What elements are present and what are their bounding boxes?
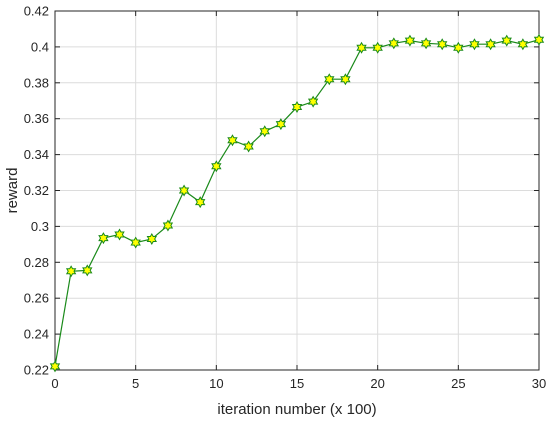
data-point-marker <box>259 125 270 138</box>
series-markers <box>49 33 545 373</box>
x-tick-labels: 0 5 10 15 20 25 30 <box>51 376 546 391</box>
x-tick-label: 15 <box>290 376 304 391</box>
data-point-marker <box>162 219 174 232</box>
x-tick-label: 0 <box>51 376 58 391</box>
data-point-marker <box>178 184 190 197</box>
axis-ticks <box>54 10 540 371</box>
data-point-marker <box>453 41 464 54</box>
y-tick-label: 0.4 <box>31 39 49 54</box>
data-point-marker <box>275 118 287 131</box>
x-axis-title: iteration number (x 100) <box>217 401 376 418</box>
data-point-marker <box>420 37 432 50</box>
data-point-marker <box>340 73 351 86</box>
y-tick-label: 0.24 <box>24 327 49 342</box>
x-tick-label: 25 <box>451 376 465 391</box>
data-point-marker <box>388 37 399 50</box>
data-point-marker <box>65 265 77 278</box>
y-tick-label: 0.22 <box>24 363 49 378</box>
grid-lines <box>55 11 539 370</box>
x-tick-label: 5 <box>132 376 139 391</box>
y-axis-title: reward <box>4 168 21 214</box>
y-tick-label: 0.3 <box>31 219 49 234</box>
x-tick-label: 30 <box>532 376 546 391</box>
y-tick-labels: 0.22 0.24 0.26 0.28 0.3 0.32 0.34 0.36 0.38 0.4 0.… <box>24 4 49 378</box>
data-point-marker <box>307 95 319 108</box>
y-tick-label: 0.38 <box>24 75 49 90</box>
data-point-marker <box>356 41 367 54</box>
data-point-marker <box>243 140 254 153</box>
data-point-marker <box>146 232 157 245</box>
data-point-marker <box>130 236 141 249</box>
data-point-marker <box>485 38 496 51</box>
data-point-marker <box>501 34 512 47</box>
data-point-marker <box>533 33 545 46</box>
data-point-marker <box>324 73 335 86</box>
x-tick-label: 10 <box>209 376 223 391</box>
data-point-marker <box>437 38 448 51</box>
x-tick-label: 20 <box>370 376 384 391</box>
data-point-marker <box>517 38 529 51</box>
data-point-marker <box>227 134 238 147</box>
y-tick-label: 0.28 <box>24 255 49 270</box>
y-tick-label: 0.26 <box>24 291 49 306</box>
data-point-marker <box>98 232 109 245</box>
data-point-marker <box>195 196 206 209</box>
data-point-marker <box>82 264 93 277</box>
data-point-marker <box>114 228 125 241</box>
y-tick-label: 0.42 <box>24 4 49 19</box>
data-point-marker <box>291 101 303 114</box>
y-tick-label: 0.34 <box>24 147 49 162</box>
data-point-marker <box>469 38 480 51</box>
y-tick-label: 0.32 <box>24 183 49 198</box>
data-point-marker <box>211 160 222 173</box>
data-point-marker <box>404 34 416 47</box>
data-point-marker <box>372 41 383 54</box>
y-tick-label: 0.36 <box>24 111 49 126</box>
data-point-marker <box>49 360 61 373</box>
